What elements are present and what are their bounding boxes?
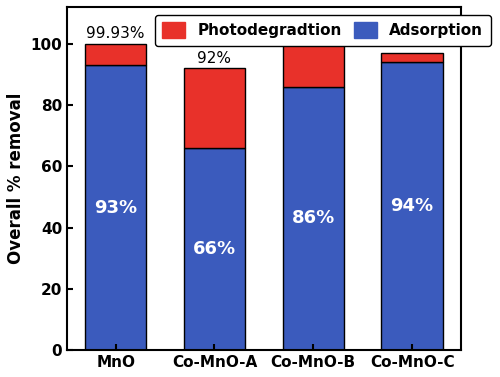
Text: 99.93%: 99.93% [86,26,145,41]
Bar [282,44,344,87]
Y-axis label: Overall % removal: Overall % removal [7,93,25,264]
Text: 93%: 93% [94,199,137,217]
Legend: Photodegradtion, Adsorption: Photodegradtion, Adsorption [155,15,491,46]
Bar [184,148,245,350]
Text: 86%: 86% [292,209,335,227]
Bar [85,44,146,65]
Text: 99.98%: 99.98% [284,26,343,41]
Text: 94%: 94% [390,197,434,215]
Text: 66%: 66% [193,240,236,258]
Bar [382,62,442,350]
Bar [184,68,245,148]
Bar [282,87,344,350]
Bar [85,65,146,350]
Text: 92%: 92% [198,51,232,66]
Bar [382,53,442,62]
Text: 97%: 97% [395,35,429,51]
